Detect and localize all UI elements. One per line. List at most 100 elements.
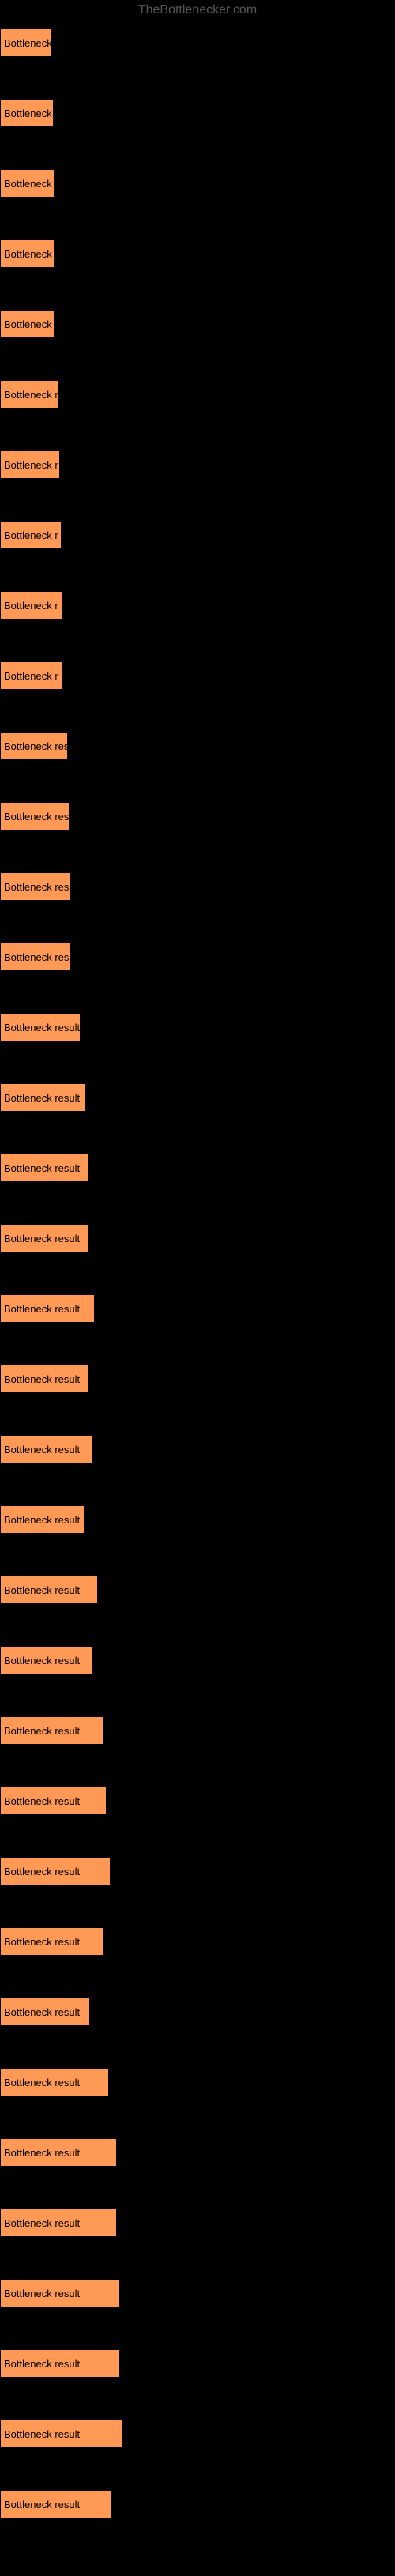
bar-label: Bottleneck r <box>1 529 58 541</box>
bar: Bottleneck result <box>0 1294 95 1323</box>
bar-row: Bottleneck result <box>0 1154 395 1182</box>
bar: Bottleneck res <box>0 872 70 901</box>
bar-label: Bottleneck result <box>1 2217 80 2229</box>
bar-row: Bottleneck result 50 <box>0 1857 395 1885</box>
bar-row: Bottleneck res <box>0 732 395 760</box>
bar: Bottleneck <box>0 169 55 198</box>
bar-value-label: 4 <box>109 1795 115 1807</box>
bar-row: Bottleneck result 50 <box>0 2490 395 2518</box>
bar: Bottleneck result <box>0 2420 123 2448</box>
bar-row: Bottleneck result <box>0 1576 395 1604</box>
bar-label: Bottleneck r <box>1 670 58 682</box>
bar-row: Bottleneck r <box>0 380 395 409</box>
bar-row: Bottleneck res <box>0 802 395 830</box>
bar-label: Bottleneck result <box>1 1233 80 1245</box>
bar-label: Bottleneck result <box>1 1162 80 1174</box>
bar-row: Bottleneck r <box>0 450 395 479</box>
bar-label: Bottleneck result <box>1 1092 80 1104</box>
bar: Bottleneck result <box>0 1154 88 1182</box>
bar: Bottleneck result <box>0 2138 117 2167</box>
bar-label: Bottleneck r <box>1 600 58 612</box>
bar-value-label: 51. <box>119 2147 134 2159</box>
bar: Bottleneck <box>0 239 55 268</box>
bar: Bottleneck result <box>0 1576 98 1604</box>
bar: Bottleneck <box>0 310 55 338</box>
bar-label: Bottleneck result <box>1 1444 80 1456</box>
bottleneck-bar-chart: Bottleneck Bottleneck Bottleneck Bottleneck… <box>0 28 395 2576</box>
bar-row: Bottleneck result <box>0 1013 395 1041</box>
bar-label: Bottleneck result <box>1 1655 80 1666</box>
bar: Bottleneck result <box>0 1505 85 1534</box>
bar-row: Bottleneck result 51. <box>0 2209 395 2237</box>
bar-label: Bottleneck result <box>1 2358 80 2370</box>
bar: Bottleneck result <box>0 1646 92 1674</box>
bar-row: Bottleneck result <box>0 1505 395 1534</box>
bar-row: Bottleneck result 4 <box>0 1716 395 1745</box>
bar-row: Bottleneck <box>0 99 395 127</box>
bar-label: Bottleneck res <box>1 951 69 963</box>
bar-row: Bottleneck result <box>0 1365 395 1393</box>
bar-row: Bottleneck <box>0 310 395 338</box>
bar: Bottleneck r <box>0 450 60 479</box>
bar-value-label: 4 <box>107 1725 112 1737</box>
bar-label: Bottleneck result <box>1 1725 80 1737</box>
bar-row: Bottleneck result 49 <box>0 2068 395 2096</box>
bar: Bottleneck res <box>0 732 68 760</box>
bar-row: Bottleneck result <box>0 1646 395 1674</box>
bar-label: Bottleneck <box>1 37 52 49</box>
bar-label: Bottleneck result <box>1 2428 80 2440</box>
bar-row: Bottleneck result52. <box>0 2279 395 2307</box>
bar: Bottleneck result <box>0 1365 89 1393</box>
bar: Bottleneck result <box>0 2349 120 2378</box>
bar: Bottleneck result <box>0 1998 90 2026</box>
bar-row: Bottleneck result <box>0 1435 395 1463</box>
bar-row: Bottleneck res <box>0 943 395 971</box>
bar-row: Bottleneck <box>0 239 395 268</box>
bar-label: Bottleneck <box>1 318 52 330</box>
bar-label: Bottleneck <box>1 248 52 260</box>
bar-row: Bottleneck r <box>0 661 395 690</box>
bar-label: Bottleneck result <box>1 1303 80 1315</box>
bar: Bottleneck result <box>0 2209 117 2237</box>
bar: Bottleneck res <box>0 802 70 830</box>
bar-label: Bottleneck result <box>1 2499 80 2510</box>
bar: Bottleneck result <box>0 2279 120 2307</box>
bar-label: Bottleneck result <box>1 2077 80 2088</box>
bar: Bottleneck <box>0 28 52 57</box>
bar: Bottleneck result <box>0 1716 104 1745</box>
bar-label: Bottleneck result <box>1 2288 80 2299</box>
bar: Bottleneck result <box>0 1927 104 1956</box>
bar-row: Bottleneck r <box>0 521 395 549</box>
bar-label: Bottleneck result <box>1 2006 80 2018</box>
bar: Bottleneck r <box>0 661 62 690</box>
bar: Bottleneck result <box>0 1435 92 1463</box>
bar-row: Bottleneck result <box>0 1294 395 1323</box>
bar-label: Bottleneck result <box>1 1022 80 1034</box>
bar: Bottleneck r <box>0 591 62 620</box>
site-header: TheBottlenecker.com <box>0 0 395 28</box>
bar-label: Bottleneck result <box>1 1866 80 1877</box>
bar-row: Bottleneck result4 <box>0 1787 395 1815</box>
bar-row: Bottleneck r <box>0 591 395 620</box>
bar-value-label: 49 <box>111 2077 122 2088</box>
bar-label: Bottleneck r <box>1 389 58 401</box>
bar-value-label: 52. <box>122 2358 137 2370</box>
bar: Bottleneck result <box>0 1013 81 1041</box>
bar-label: Bottleneck result <box>1 1514 80 1526</box>
bar-label: Bottleneck result <box>1 1584 80 1596</box>
bar-value-label: 50 <box>115 2499 126 2510</box>
bar-value-label: 51. <box>119 2217 134 2229</box>
bar-label: Bottleneck r <box>1 459 58 471</box>
bar-label: Bottleneck res <box>1 740 69 752</box>
bar-label: Bottleneck res <box>1 881 69 893</box>
bar-value-label: 50 <box>113 1866 124 1877</box>
bar-label: Bottleneck <box>1 178 52 190</box>
bar-row: Bottleneck result51. <box>0 2138 395 2167</box>
bar: Bottleneck result <box>0 1857 111 1885</box>
bar: Bottleneck res <box>0 943 71 971</box>
bar-row: Bottleneck <box>0 28 395 57</box>
bar-label: Bottleneck result <box>1 1373 80 1385</box>
bar: Bottleneck result <box>0 1787 107 1815</box>
bar-row: Bottleneck result 52. <box>0 2349 395 2378</box>
bar: Bottleneck result <box>0 1224 89 1252</box>
